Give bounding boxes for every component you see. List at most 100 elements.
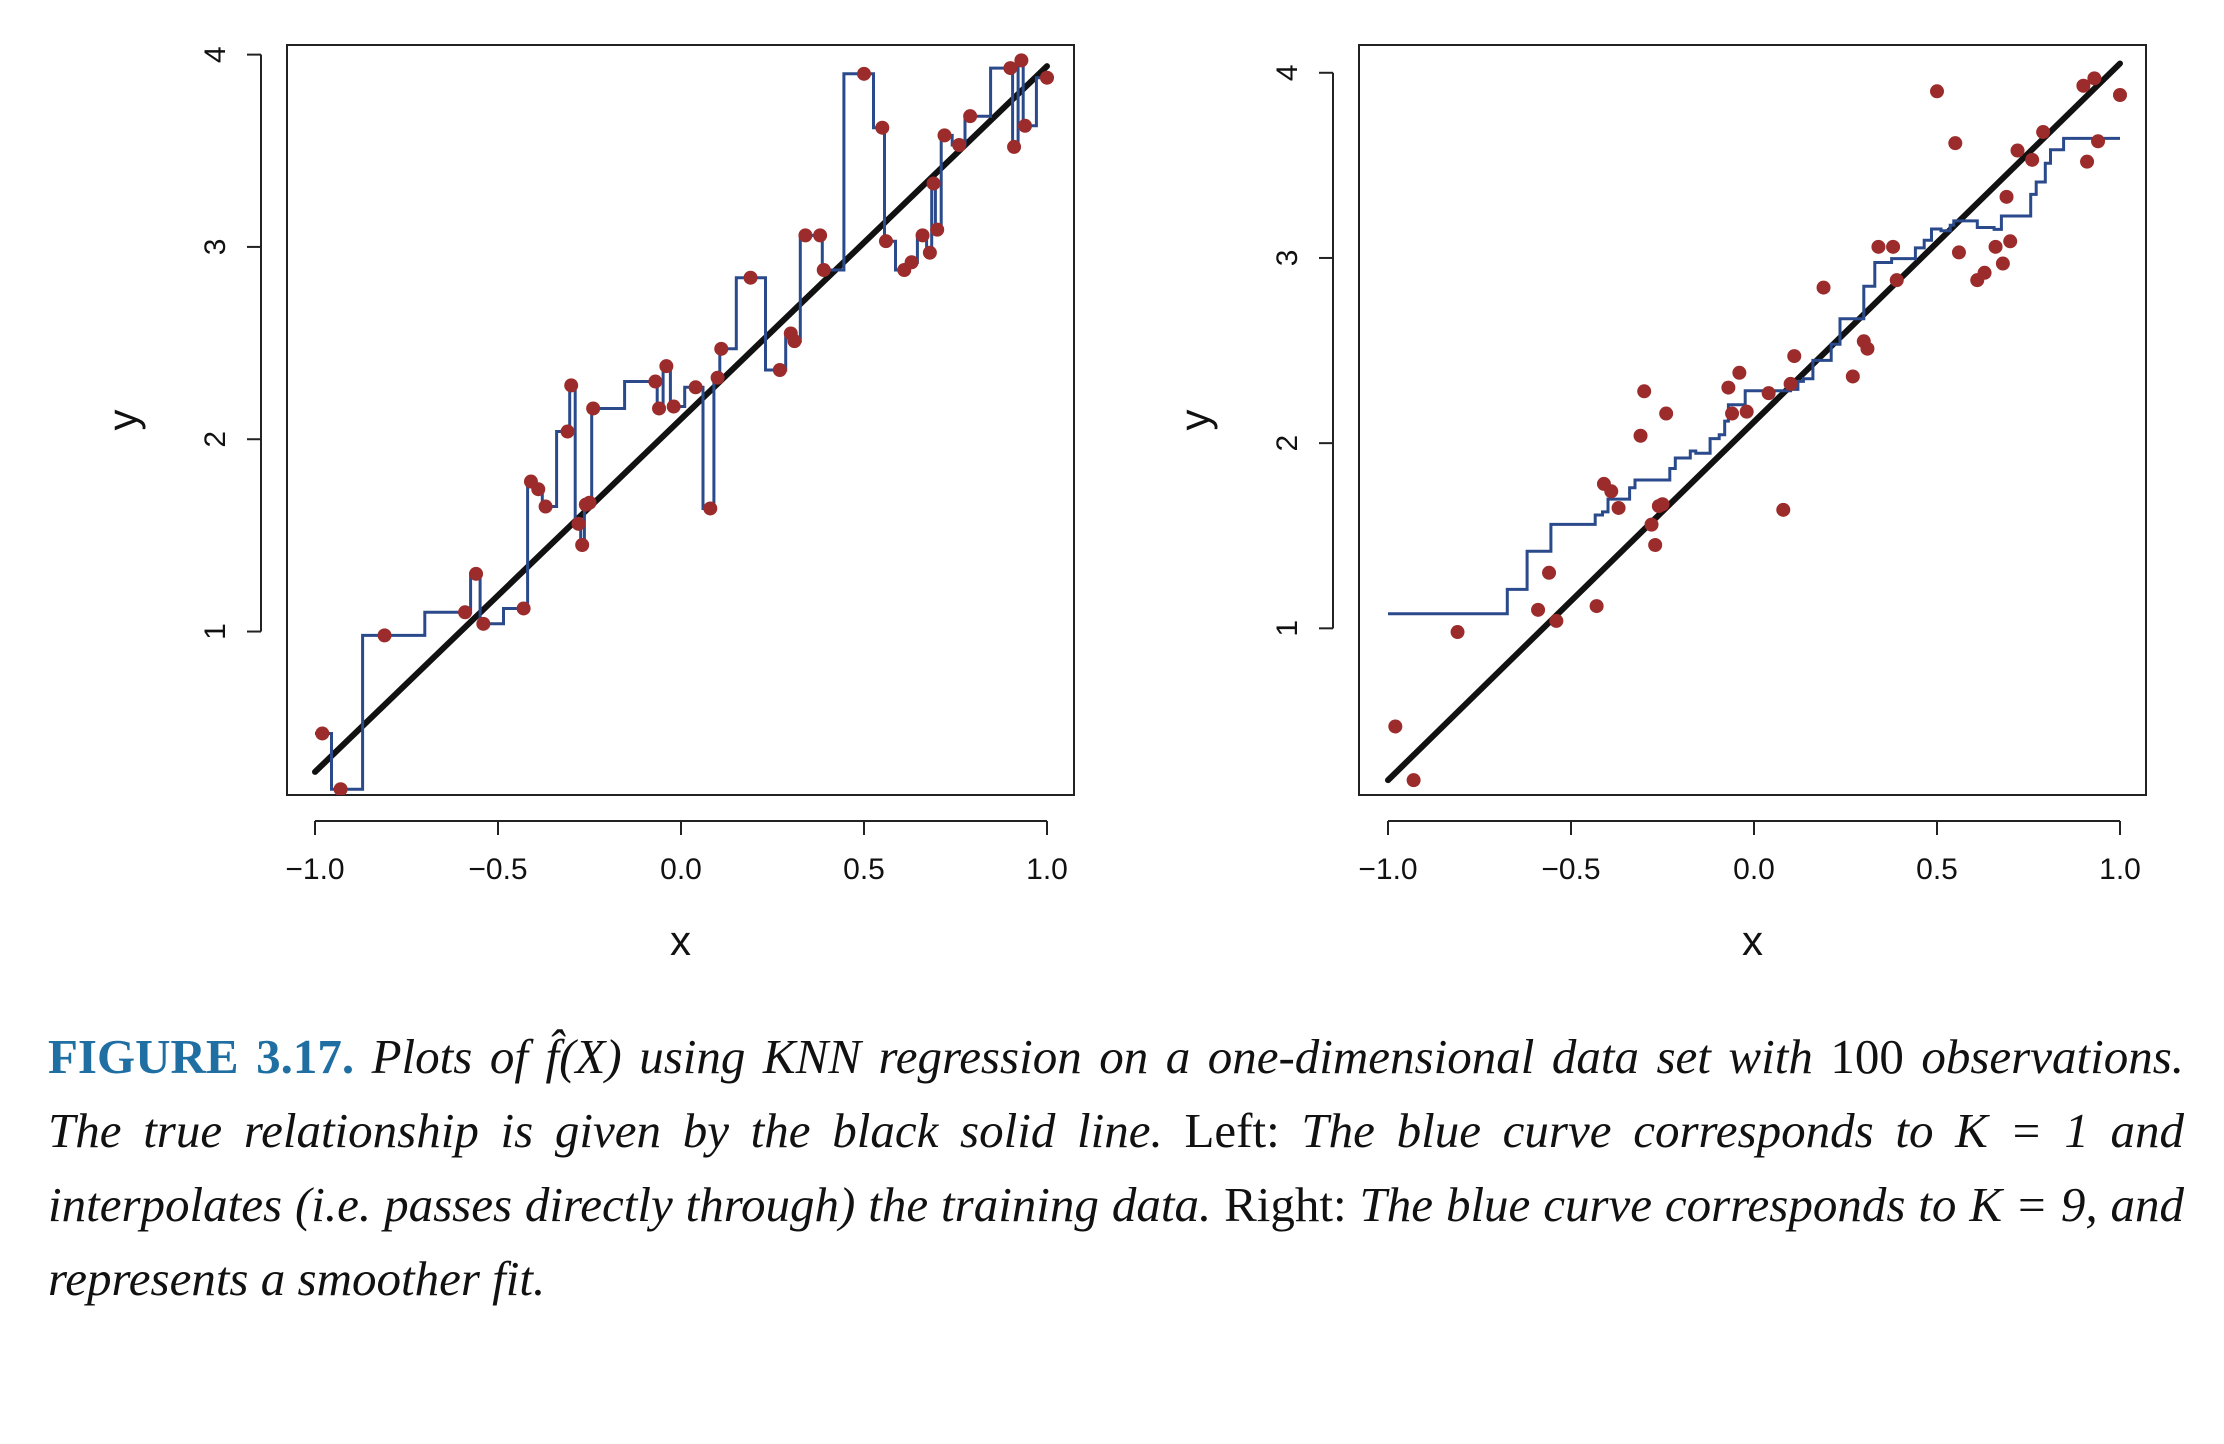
right-data-point bbox=[1721, 380, 1736, 395]
left-x-tick-label: 0.5 bbox=[843, 853, 885, 886]
left-data-point bbox=[560, 424, 575, 439]
right-data-point bbox=[1739, 404, 1754, 419]
left-data-point bbox=[952, 138, 967, 152]
right-data-point bbox=[1977, 265, 1992, 280]
left-y-tick-label: 2 bbox=[199, 431, 232, 448]
right-data-point bbox=[1549, 613, 1564, 628]
right-data-point bbox=[1589, 599, 1604, 614]
right-y-tick-label: 1 bbox=[1271, 620, 1304, 637]
caption-text: The blue curve corresponds to bbox=[1301, 1103, 1934, 1158]
left-data-point bbox=[315, 726, 330, 741]
left-data-point bbox=[904, 255, 919, 270]
figure-label: FIGURE 3.17. bbox=[48, 1029, 355, 1084]
left-x-tick-label: −0.5 bbox=[468, 853, 527, 886]
left-data-point bbox=[516, 601, 531, 616]
left-x-tick-label: 1.0 bbox=[1026, 853, 1068, 886]
left-data-point bbox=[937, 128, 952, 143]
right-data-point bbox=[2003, 234, 2018, 249]
right-data-point bbox=[1450, 625, 1465, 640]
left-data-point bbox=[787, 334, 802, 349]
left-data-point bbox=[875, 120, 890, 135]
left-data-point bbox=[1014, 53, 1029, 68]
caption-number: 100 bbox=[1830, 1029, 1904, 1084]
left-data-point bbox=[659, 359, 674, 374]
right-data-point bbox=[2091, 134, 2106, 149]
caption-k1: K = 1 bbox=[1955, 1103, 2089, 1158]
right-data-point bbox=[1659, 406, 1674, 421]
left-data-point bbox=[458, 605, 473, 620]
right-plot-area bbox=[1385, 60, 2127, 788]
left-data-point bbox=[1018, 118, 1033, 133]
right-data-point bbox=[2113, 88, 2127, 102]
caption-text: and represents a smoother fit. bbox=[48, 1177, 2185, 1306]
left-data-point bbox=[531, 482, 546, 497]
left-data-point bbox=[575, 538, 590, 552]
right-data-point bbox=[1889, 273, 1904, 288]
right-data-point bbox=[1611, 500, 1626, 515]
right-data-point bbox=[2010, 143, 2025, 158]
left-data-point bbox=[816, 263, 831, 277]
caption-k9: K = 9, bbox=[1969, 1177, 2098, 1232]
right-data-point bbox=[1644, 517, 1659, 532]
right-x-tick-label: −1.0 bbox=[1358, 853, 1417, 886]
right-data-point bbox=[2080, 154, 2095, 169]
left-data-point bbox=[813, 228, 828, 243]
left-plot-area bbox=[312, 53, 1054, 795]
right-data-point bbox=[2076, 78, 2091, 93]
left-data-point bbox=[476, 616, 491, 631]
left-data-point bbox=[743, 270, 758, 285]
right-data-point bbox=[1388, 719, 1403, 734]
right-x-tick-label: 0.0 bbox=[1733, 853, 1775, 886]
left-true-line bbox=[312, 63, 1050, 775]
caption-right-label: Right: bbox=[1224, 1177, 1347, 1232]
caption-text: using KNN regression on a one-dimensiona… bbox=[639, 1029, 1813, 1084]
right-data-point bbox=[1655, 497, 1670, 512]
right-y-tick-label: 2 bbox=[1271, 435, 1304, 452]
right-data-point bbox=[1637, 384, 1652, 399]
left-data-point bbox=[772, 363, 787, 377]
left-data-point bbox=[538, 499, 553, 514]
right-data-point bbox=[1999, 189, 2014, 204]
left-data-point bbox=[703, 501, 718, 516]
right-x-tick-label: −0.5 bbox=[1541, 853, 1600, 886]
left-data-point bbox=[930, 222, 945, 237]
right-data-point bbox=[2025, 152, 2040, 167]
left-data-point bbox=[586, 401, 601, 416]
caption-text: The blue curve corresponds to bbox=[1359, 1177, 1957, 1232]
left-data-point bbox=[648, 374, 663, 389]
left-y-tick-label: 4 bbox=[199, 46, 232, 63]
figure-caption: FIGURE 3.17. Plots of f̂(X) using KNN re… bbox=[48, 1020, 2184, 1316]
right-y-tick-label: 3 bbox=[1271, 250, 1304, 267]
right-plot-frame bbox=[1358, 44, 2147, 796]
left-data-point bbox=[564, 378, 579, 393]
right-data-point bbox=[1995, 256, 2010, 271]
left-data-point bbox=[652, 401, 667, 416]
right-data-point bbox=[1886, 239, 1901, 254]
left-data-point bbox=[798, 228, 813, 243]
left-data-point bbox=[688, 380, 703, 395]
left-x-tick-label: 0.0 bbox=[660, 853, 702, 886]
right-data-point bbox=[1951, 245, 1966, 260]
left-data-point bbox=[714, 341, 729, 356]
right-data-point bbox=[1816, 280, 1831, 295]
right-data-point bbox=[1871, 239, 1886, 254]
left-data-point bbox=[469, 566, 484, 581]
left-data-point bbox=[571, 516, 586, 531]
figure-panels: −1.0 −0.5 0.0 0.5 1.0 1 2 3 4 x y −1.0 −0.5 0.0 0.5 1.… bbox=[99, 44, 2147, 964]
caption-text: Plots of bbox=[371, 1029, 528, 1084]
right-data-point bbox=[1542, 565, 1557, 580]
left-panel: −1.0 −0.5 0.0 0.5 1.0 1 2 3 4 x y bbox=[99, 44, 1075, 964]
left-data-point bbox=[1040, 70, 1054, 85]
right-data-point bbox=[1787, 349, 1802, 364]
left-data-point bbox=[377, 628, 392, 643]
left-x-axis-title: x bbox=[670, 917, 691, 964]
right-data-point bbox=[1860, 341, 1875, 356]
right-panel: −1.0 −0.5 0.0 0.5 1.0 1 2 3 4 x y bbox=[1171, 44, 2147, 964]
left-plot-frame bbox=[286, 44, 1075, 796]
right-y-tick-label: 4 bbox=[1271, 64, 1304, 81]
left-data-point bbox=[710, 370, 725, 385]
right-data-point bbox=[1604, 484, 1619, 499]
right-x-axis-title: x bbox=[1742, 917, 1763, 964]
right-data-point bbox=[1725, 406, 1740, 421]
right-data-point bbox=[1732, 365, 1747, 380]
